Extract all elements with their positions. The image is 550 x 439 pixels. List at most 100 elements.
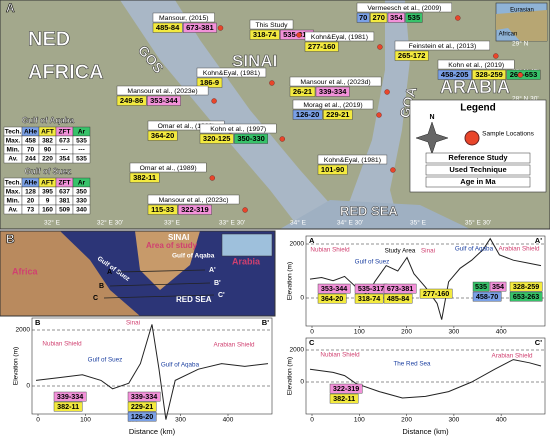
sample-location bbox=[376, 112, 382, 118]
table-text: 90 bbox=[44, 147, 52, 154]
legend-sample-marker bbox=[464, 130, 480, 146]
y-tick-label: 0 bbox=[300, 379, 304, 386]
table-title: Gulf of Suez bbox=[25, 167, 72, 176]
section-label: A bbox=[107, 269, 112, 276]
x-tick-label: 300 bbox=[448, 329, 459, 336]
map-b-inset bbox=[221, 233, 273, 257]
table-text: 395 bbox=[42, 189, 53, 196]
place-label: RED SEA bbox=[340, 203, 398, 218]
value-box bbox=[317, 283, 351, 294]
place-label: Area of study bbox=[146, 241, 198, 250]
value-box bbox=[405, 12, 423, 23]
section-label: B bbox=[35, 318, 41, 327]
map-a-frame bbox=[0, 0, 550, 230]
value-box bbox=[394, 50, 429, 61]
table-text: 381 bbox=[59, 198, 70, 205]
value-label: 318-74 bbox=[358, 294, 380, 303]
longitude-label: 33° E 30' bbox=[219, 219, 245, 227]
legend-title: Legend bbox=[460, 103, 496, 114]
annotation: Gulf of Suez bbox=[88, 357, 123, 364]
value-label: 673-381 bbox=[186, 23, 214, 32]
table-text: 535 bbox=[76, 156, 87, 163]
study-name: Vermeesch et al., (2009) bbox=[367, 5, 441, 12]
study-name-box bbox=[199, 123, 277, 134]
annotation: Arabian Shield bbox=[492, 353, 533, 360]
value-label: 229-21 bbox=[131, 402, 153, 411]
value-label: 354 bbox=[390, 13, 403, 22]
table-text: 673 bbox=[59, 138, 70, 145]
value-box bbox=[304, 41, 339, 52]
place-label: ARABIA bbox=[440, 77, 510, 97]
value-label: 318-74 bbox=[253, 30, 277, 39]
sample-location bbox=[517, 72, 523, 78]
map-b-frame bbox=[0, 230, 276, 317]
inset-land bbox=[496, 10, 547, 41]
sample-location bbox=[384, 89, 390, 95]
value-box bbox=[177, 204, 212, 215]
value-label: 353-344 bbox=[150, 96, 178, 105]
study-name-box bbox=[152, 12, 215, 23]
legend-item-box bbox=[425, 152, 531, 164]
study-name-box bbox=[196, 67, 267, 78]
section-label: C' bbox=[218, 292, 225, 299]
value-label: 535-317 bbox=[358, 284, 384, 293]
value-box bbox=[329, 393, 359, 404]
value-label: 270 bbox=[372, 13, 385, 22]
value-label: 485-84 bbox=[156, 23, 180, 32]
value-box bbox=[506, 69, 541, 80]
value-box bbox=[147, 130, 178, 141]
value-box bbox=[472, 291, 502, 302]
value-box bbox=[383, 293, 413, 304]
elevation-profile bbox=[309, 359, 542, 399]
value-label: 186-9 bbox=[200, 78, 219, 87]
value-label: 328-259 bbox=[513, 282, 539, 291]
longitude-label: 35° E bbox=[410, 219, 427, 227]
table-text: --- bbox=[61, 147, 68, 154]
value-label: 322-319 bbox=[181, 205, 209, 214]
longitude-label: 33° E bbox=[164, 219, 181, 227]
study-name-box bbox=[129, 162, 207, 173]
value-box bbox=[129, 172, 160, 183]
section-line bbox=[117, 269, 206, 273]
x-tick-label: 0 bbox=[310, 417, 314, 424]
inset-label: Eurasian bbox=[510, 8, 534, 14]
table-text: 70 bbox=[27, 147, 35, 154]
value-label: 263-653 bbox=[510, 70, 538, 79]
value-label: 458-70 bbox=[476, 292, 498, 301]
study-name-box bbox=[147, 194, 240, 205]
study-name-box bbox=[437, 59, 515, 70]
sample-location bbox=[493, 53, 499, 59]
x-tick-label: 0 bbox=[36, 417, 40, 424]
x-tick-label: 400 bbox=[496, 417, 507, 424]
study-name: Omar et al., (1989) bbox=[140, 165, 197, 172]
section-label: B' bbox=[262, 318, 269, 327]
annotation: Nubian Shield bbox=[320, 352, 360, 359]
section-line bbox=[103, 294, 215, 299]
study-name: Kohn&Eyal, (1981) bbox=[324, 157, 381, 164]
x-tick-label: 0 bbox=[310, 329, 314, 336]
sample-location bbox=[209, 175, 216, 181]
sample-location bbox=[455, 15, 461, 21]
table-text: AFT bbox=[41, 180, 54, 187]
value-label: 249-86 bbox=[120, 96, 143, 105]
value-label: 364-20 bbox=[151, 131, 174, 140]
table-title: Gulf of Aqaba bbox=[22, 116, 75, 125]
table-text: 128 bbox=[25, 189, 36, 196]
value-label: 70 bbox=[359, 13, 367, 22]
table-cell bbox=[72, 153, 91, 164]
value-box bbox=[387, 12, 405, 23]
x-tick-label: 300 bbox=[175, 417, 186, 424]
value-label: 339-334 bbox=[131, 392, 157, 401]
value-label: 458-205 bbox=[441, 70, 469, 79]
value-box bbox=[53, 401, 83, 412]
section-label: B' bbox=[214, 280, 221, 287]
annotation: Gulf of Aqaba bbox=[161, 362, 200, 369]
x-tick-label: 400 bbox=[496, 329, 507, 336]
value-box bbox=[419, 288, 453, 299]
study-name-box bbox=[356, 2, 453, 13]
value-label: 101-90 bbox=[321, 165, 344, 174]
legend-label: Reference Study bbox=[448, 153, 508, 162]
x-tick-label: 100 bbox=[354, 329, 365, 336]
study-name-box bbox=[292, 99, 374, 110]
y-tick-label: 2000 bbox=[290, 241, 305, 248]
